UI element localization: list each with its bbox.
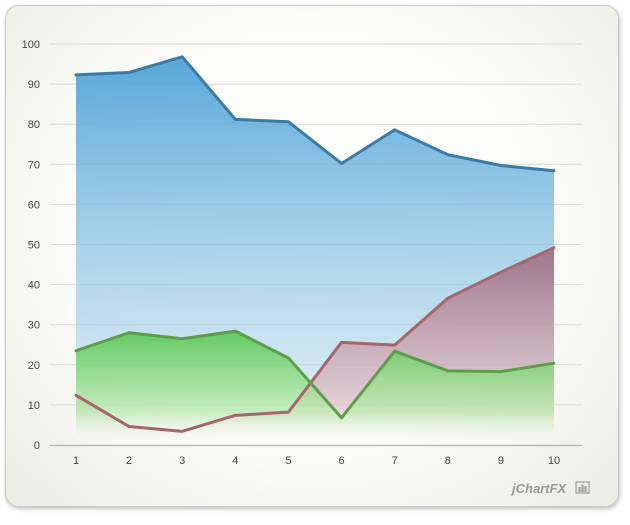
- series-lines: [74, 55, 556, 433]
- y-tick-label: 70: [28, 159, 40, 171]
- y-tick-label: 0: [34, 440, 40, 452]
- y-tick-label: 60: [28, 199, 40, 211]
- y-tick-label: 100: [22, 39, 40, 51]
- y-tick-label: 10: [28, 400, 40, 412]
- chart-logo-icon: [575, 481, 590, 494]
- brand-logo-text: jChartFX: [510, 481, 568, 496]
- x-tick-label: 5: [285, 455, 291, 467]
- y-tick-label: 50: [28, 240, 40, 252]
- brand-logo: jChartFX: [510, 481, 590, 496]
- x-tick-label: 2: [126, 455, 132, 467]
- y-tick-label: 80: [28, 119, 40, 131]
- x-tick-label: 8: [445, 455, 451, 467]
- y-tick-label: 30: [28, 320, 40, 332]
- y-tick-label: 40: [28, 280, 40, 292]
- x-tick-label: 10: [548, 455, 560, 467]
- x-tick-label: 7: [392, 455, 398, 467]
- series-1-line[interactable]: [74, 55, 556, 173]
- series-3-line[interactable]: [74, 329, 556, 420]
- x-tick-label: 6: [338, 455, 344, 467]
- series-2-line[interactable]: [74, 246, 556, 433]
- x-tick-label: 4: [232, 455, 238, 467]
- x-tick-label: 1: [73, 455, 79, 467]
- y-tick-label: 20: [28, 360, 40, 372]
- tick-labels: 0 10 20 30 40 50 60 70 80 90 100 1 2 3 4 5 6 7 8 9 10: [22, 39, 560, 467]
- y-tick-label: 90: [28, 79, 40, 91]
- x-tick-label: 9: [498, 455, 504, 467]
- x-tick-label: 3: [179, 455, 185, 467]
